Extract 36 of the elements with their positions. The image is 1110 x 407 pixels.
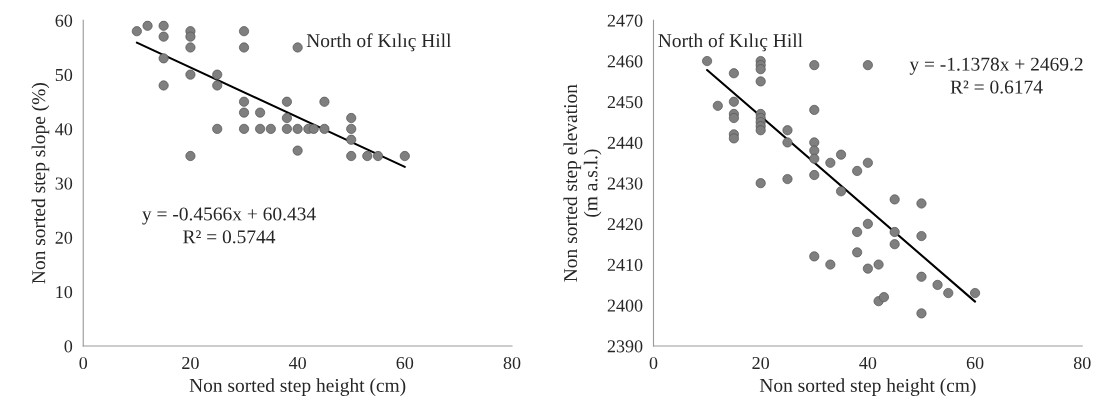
x-tick-label: 20: [182, 356, 199, 370]
x-axis-title: Non sorted step height (cm): [759, 378, 976, 396]
x-tick-label: 40: [859, 356, 877, 370]
y-tick-label: 10: [56, 285, 73, 299]
y-tick-label: 2400: [607, 299, 643, 312]
y-tick-label: 20: [55, 231, 73, 244]
y-tick-label: 30: [55, 177, 73, 190]
y-axis-title: Non sorted step elevation (m a.s.l.): [563, 84, 602, 282]
text: North of Kılıç Hill: [306, 33, 452, 52]
y-tick-label: 60: [55, 14, 73, 27]
y-axis-title: Non sorted step slope (%): [31, 83, 50, 284]
y-tick-label: 2460: [607, 55, 643, 68]
y-tick-label: 2470: [607, 14, 643, 27]
y-tick-label: 2430: [607, 177, 643, 190]
x-tick-label: 0: [79, 356, 88, 370]
y-tick-label: 2450: [607, 96, 643, 109]
annotation: y = -1.1378x + 2469.2: [909, 57, 1083, 75]
y-tick-label: 2440: [607, 136, 643, 149]
x-tick-label: 20: [752, 356, 770, 370]
y-tick-label: 0: [64, 340, 73, 353]
text: North of Kılıç Hill: [658, 33, 803, 52]
x-tick-label: 60: [396, 356, 414, 370]
annotation: y = -0.4566x + 60.434: [142, 207, 316, 225]
y-tick-label: 40: [55, 123, 73, 136]
x-tick-label: 0: [649, 356, 658, 370]
x-tick-label: 80: [1073, 356, 1091, 370]
annotation: R² = 0.6174: [950, 80, 1043, 94]
x-axis-title: Non sorted step height (cm): [189, 378, 406, 396]
y-tick-label: 50: [55, 68, 73, 82]
y-tick-label: 2420: [607, 218, 643, 231]
y-tick-label: 2390: [607, 340, 643, 353]
annotation: R² = 0.5744: [183, 230, 276, 244]
x-tick-label: 40: [288, 356, 306, 370]
x-tick-label: 60: [966, 356, 984, 370]
y-tick-label: 2410: [607, 258, 643, 271]
x-tick-label: 80: [503, 356, 521, 370]
